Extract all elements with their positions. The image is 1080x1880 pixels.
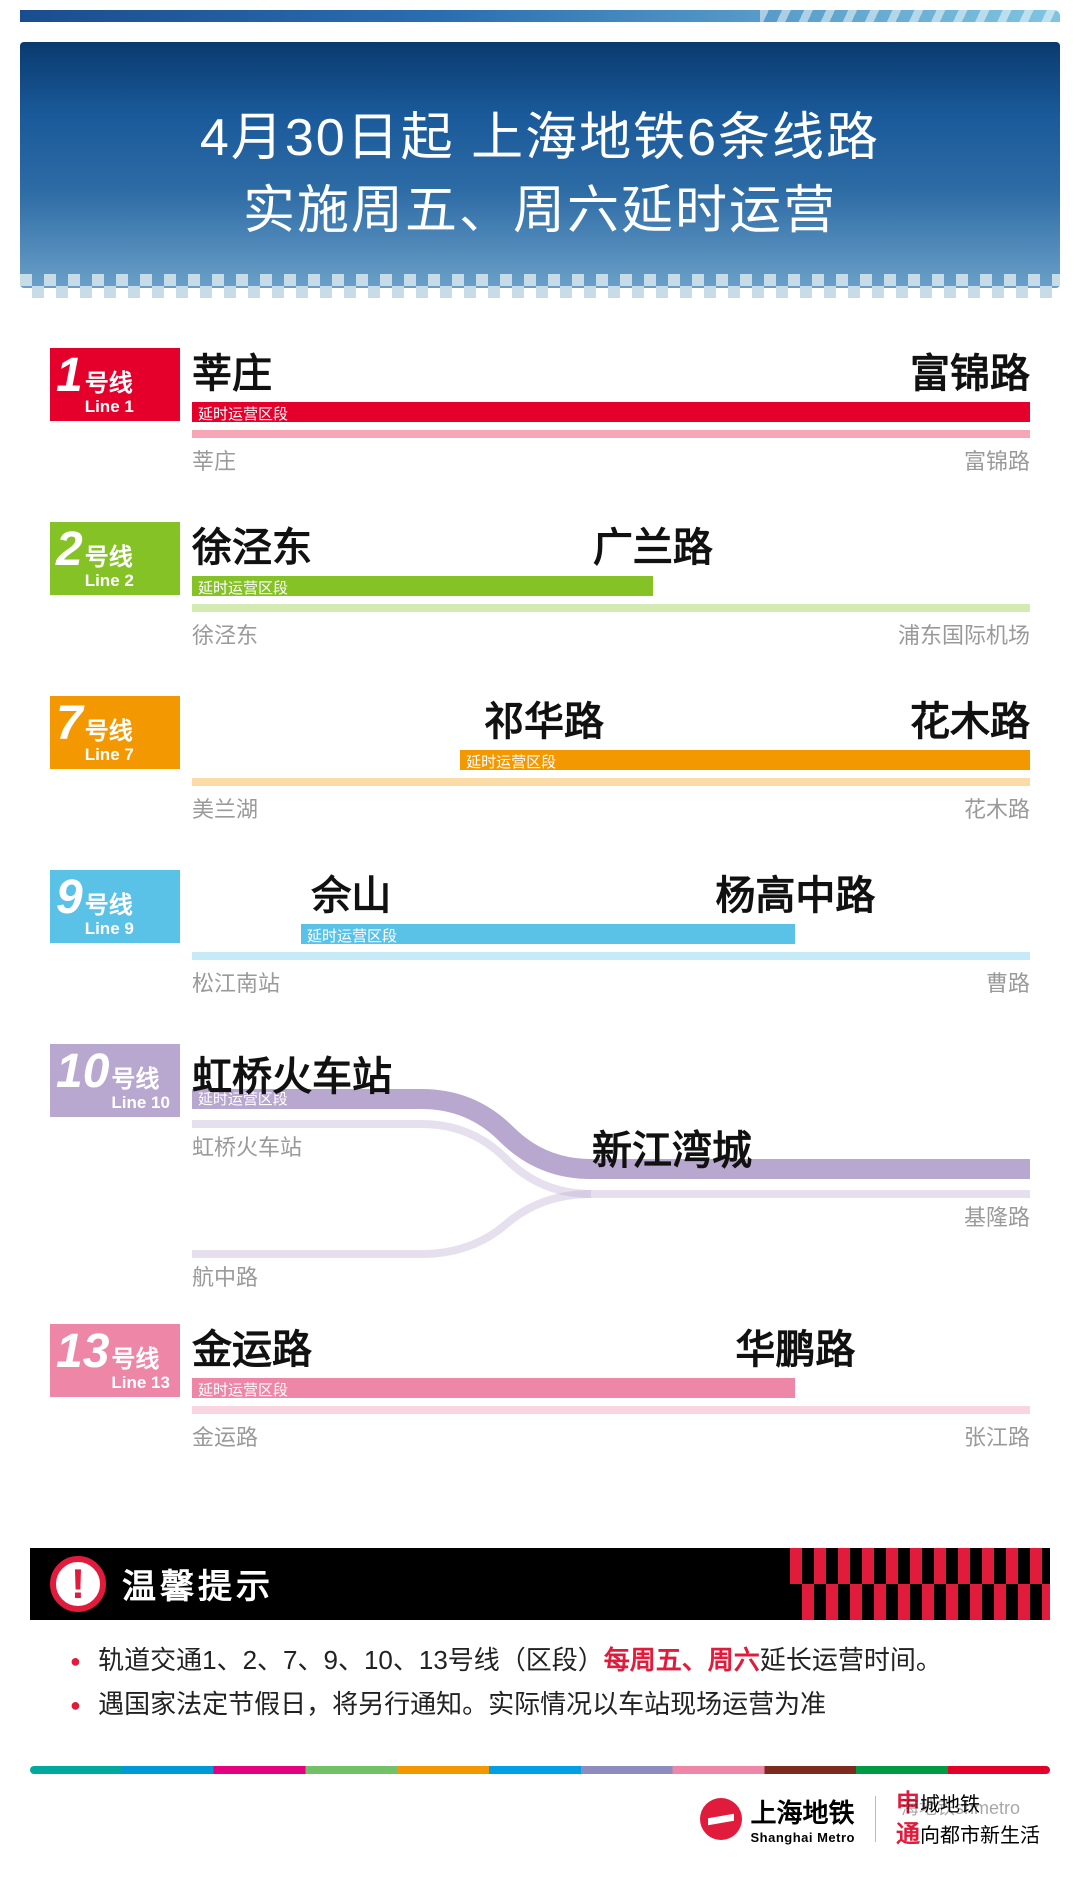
line-10-badge: 10 号线Line 10	[50, 1044, 180, 1117]
line-2-chart: 徐泾东广兰路 延时运营区段 徐泾东 浦东国际机场	[192, 522, 1030, 646]
station-label: 富锦路	[910, 352, 1030, 396]
line-10-chart: 虹桥火车站 新江湾城 延时运营区段 虹桥火车站 基隆路 航中路	[192, 1044, 1030, 1274]
extended-segment: 延时运营区段	[192, 576, 653, 596]
station-label: 祁华路	[484, 700, 604, 744]
station-label: 华鹏路	[735, 1328, 855, 1372]
full-route	[192, 430, 1030, 438]
full-route	[192, 1406, 1030, 1414]
line-1: 1 号线Line 1 莘庄富锦路 延时运营区段 莘庄 富锦路	[50, 348, 1030, 472]
full-end-label: 富锦路	[964, 444, 1030, 476]
full-start-label: 松江南站	[192, 966, 280, 998]
extended-segment: 延时运营区段	[192, 402, 1030, 422]
line-13: 13 号线Line 13 金运路华鹏路 延时运营区段 金运路 张江路	[50, 1324, 1030, 1448]
full-end-label: 浦东国际机场	[898, 618, 1030, 650]
full-end-label: 曹路	[986, 966, 1030, 998]
full-start-label: 美兰湖	[192, 792, 258, 824]
header-title: 4月30日起 上海地铁6条线路 实施周五、周六延时运营	[40, 102, 1040, 248]
line-number: 9	[56, 874, 83, 922]
line-9-chart: 佘山杨高中路 延时运营区段 松江南站 曹路	[192, 870, 1030, 994]
ext-label: 延时运营区段	[307, 925, 397, 946]
line-10: 10 号线Line 10 虹桥火车站 新江湾城 延时运营区段 虹桥火车站 基隆路	[50, 1044, 1030, 1274]
footer-divider	[875, 1796, 876, 1842]
line-2-badge: 2 号线Line 2	[50, 522, 180, 595]
line-number: 10	[56, 1048, 109, 1096]
ext-label: 延时运营区段	[198, 577, 288, 598]
line-2: 2 号线Line 2 徐泾东广兰路 延时运营区段 徐泾东 浦东国际机场	[50, 522, 1030, 646]
line-7: 7 号线Line 7 祁华路花木路 延时运营区段 美兰湖 花木路	[50, 696, 1030, 820]
top-stripe	[20, 10, 1060, 22]
branch-a-label: 虹桥火车站	[192, 1130, 302, 1162]
notice-item-2: 遇国家法定节假日，将另行通知。实际情况以车站现场运营为准	[70, 1682, 1030, 1726]
line-number: 7	[56, 700, 83, 748]
notice-body: 轨道交通1、2、7、9、10、13号线（区段）每周五、周六延长运营时间。 遇国家…	[30, 1620, 1050, 1736]
line-number: 13	[56, 1328, 109, 1376]
line-13-badge: 13 号线Line 13	[50, 1324, 180, 1397]
station-label: 徐泾东	[192, 526, 312, 570]
notice: ! 温馨提示 轨道交通1、2、7、9、10、13号线（区段）每周五、周六延长运营…	[30, 1548, 1050, 1736]
line-7-chart: 祁华路花木路 延时运营区段 美兰湖 花木路	[192, 696, 1030, 820]
full-start-label: 莘庄	[192, 444, 236, 476]
color-stripe	[30, 1766, 1050, 1774]
line-9: 9 号线Line 9 佘山杨高中路 延时运营区段 松江南站 曹路	[50, 870, 1030, 994]
alert-icon: !	[50, 1556, 106, 1612]
station-label: 花木路	[910, 700, 1030, 744]
full-start-label: 金运路	[192, 1420, 258, 1452]
metro-logo: 上海地铁 Shanghai Metro	[700, 1793, 855, 1845]
line-number: 1	[56, 352, 83, 400]
full-route-lower	[192, 1194, 591, 1254]
footer: 上海地铁 Shanghai Metro 申城地铁 通向都市新生活 海地铁shme…	[0, 1746, 1080, 1880]
station-label: 佘山	[311, 874, 391, 918]
extended-segment: 延时运营区段	[460, 750, 1030, 770]
watermark: 海地铁shmetro	[901, 1794, 1020, 1820]
ext-label: 延时运营区段	[466, 751, 556, 772]
station-label: 莘庄	[192, 352, 272, 396]
notice-item-1: 轨道交通1、2、7、9、10、13号线（区段）每周五、周六延长运营时间。	[70, 1638, 1030, 1682]
brand-cn: 上海地铁	[750, 1793, 855, 1830]
station-label: 新江湾城	[592, 1118, 752, 1176]
branch-b-label: 航中路	[192, 1260, 258, 1292]
notice-header: ! 温馨提示	[30, 1548, 1050, 1620]
station-label: 虹桥火车站	[192, 1044, 392, 1102]
station-label: 杨高中路	[715, 874, 875, 918]
end-label: 基隆路	[964, 1200, 1030, 1232]
full-route	[192, 604, 1030, 612]
lines-container: 1 号线Line 1 莘庄富锦路 延时运营区段 莘庄 富锦路 2 号线Line …	[0, 308, 1080, 1518]
full-route	[192, 778, 1030, 786]
extended-segment: 延时运营区段	[301, 924, 795, 944]
metro-mark-icon	[700, 1798, 742, 1840]
station-label: 金运路	[192, 1328, 312, 1372]
header-line2: 实施周五、周六延时运营	[243, 182, 837, 240]
ext-label: 延时运营区段	[198, 403, 288, 424]
header-line1: 4月30日起 上海地铁6条线路	[200, 109, 880, 167]
full-start-label: 徐泾东	[192, 618, 258, 650]
line-7-badge: 7 号线Line 7	[50, 696, 180, 769]
ext-label: 延时运营区段	[198, 1379, 288, 1400]
full-end-label: 花木路	[964, 792, 1030, 824]
full-route	[192, 952, 1030, 960]
line-9-badge: 9 号线Line 9	[50, 870, 180, 943]
line-1-chart: 莘庄富锦路 延时运营区段 莘庄 富锦路	[192, 348, 1030, 472]
station-label: 广兰路	[593, 526, 713, 570]
line-1-badge: 1 号线Line 1	[50, 348, 180, 421]
line-number: 2	[56, 526, 83, 574]
full-end-label: 张江路	[964, 1420, 1030, 1452]
line-13-chart: 金运路华鹏路 延时运营区段 金运路 张江路	[192, 1324, 1030, 1448]
notice-title: 温馨提示	[122, 1559, 274, 1608]
header-banner: 4月30日起 上海地铁6条线路 实施周五、周六延时运营	[20, 42, 1060, 288]
brand-en: Shanghai Metro	[750, 1830, 855, 1845]
extended-segment: 延时运营区段	[192, 1378, 795, 1398]
